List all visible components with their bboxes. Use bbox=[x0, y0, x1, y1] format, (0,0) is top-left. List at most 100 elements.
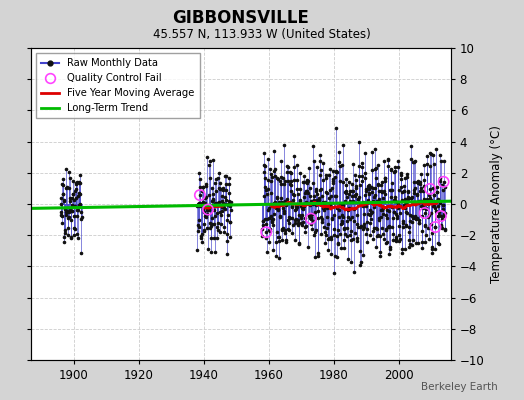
Point bbox=[66, 195, 74, 202]
Point bbox=[339, 214, 347, 220]
Point bbox=[426, 186, 434, 192]
Point bbox=[409, 190, 418, 196]
Point bbox=[390, 196, 399, 203]
Point bbox=[287, 170, 296, 176]
Point bbox=[212, 188, 221, 194]
Point bbox=[295, 212, 303, 219]
Point bbox=[365, 182, 373, 188]
Point bbox=[386, 246, 394, 252]
Point bbox=[274, 206, 282, 212]
Point bbox=[323, 205, 332, 211]
Point bbox=[296, 186, 304, 192]
Point bbox=[292, 204, 301, 210]
Point bbox=[341, 231, 349, 237]
Point bbox=[417, 198, 425, 204]
Point bbox=[307, 215, 315, 222]
Point bbox=[263, 248, 271, 255]
Point bbox=[335, 207, 343, 213]
Point bbox=[407, 143, 416, 150]
Point bbox=[350, 269, 358, 276]
Point bbox=[75, 180, 84, 186]
Point bbox=[280, 178, 289, 185]
Point bbox=[420, 196, 429, 203]
Point bbox=[307, 197, 315, 204]
Point bbox=[221, 206, 230, 212]
Point bbox=[303, 180, 312, 186]
Point bbox=[361, 170, 369, 176]
Point bbox=[315, 152, 324, 158]
Point bbox=[362, 231, 370, 238]
Point bbox=[209, 156, 217, 163]
Point bbox=[302, 198, 310, 205]
Point bbox=[281, 227, 289, 234]
Point bbox=[338, 162, 346, 168]
Point bbox=[294, 222, 302, 228]
Point bbox=[381, 212, 390, 219]
Point bbox=[278, 226, 287, 232]
Point bbox=[411, 185, 419, 192]
Point bbox=[410, 158, 419, 164]
Point bbox=[280, 208, 288, 214]
Point bbox=[67, 217, 75, 224]
Point bbox=[432, 189, 441, 195]
Point bbox=[76, 172, 84, 179]
Point bbox=[386, 244, 394, 250]
Point bbox=[401, 195, 409, 202]
Point bbox=[222, 173, 230, 179]
Point bbox=[302, 188, 311, 194]
Point bbox=[363, 239, 371, 245]
Point bbox=[351, 192, 359, 199]
Point bbox=[284, 216, 292, 223]
Point bbox=[394, 205, 402, 211]
Point bbox=[439, 187, 447, 193]
Point bbox=[260, 162, 268, 168]
Point bbox=[208, 214, 216, 221]
Point bbox=[376, 232, 385, 239]
Point bbox=[281, 198, 289, 204]
Point bbox=[332, 125, 341, 132]
Point bbox=[330, 270, 339, 276]
Point bbox=[395, 187, 403, 194]
Point bbox=[289, 190, 298, 197]
Point bbox=[216, 186, 224, 192]
Point bbox=[410, 179, 419, 185]
Point bbox=[268, 218, 276, 225]
Point bbox=[298, 212, 307, 218]
Point bbox=[344, 214, 353, 220]
Point bbox=[215, 170, 223, 177]
Point bbox=[304, 200, 312, 206]
Point bbox=[348, 198, 357, 205]
Point bbox=[336, 201, 344, 208]
Point bbox=[356, 224, 364, 230]
Point bbox=[298, 219, 307, 226]
Point bbox=[63, 231, 72, 238]
Point bbox=[73, 207, 81, 213]
Point bbox=[208, 198, 216, 204]
Point bbox=[61, 226, 69, 233]
Point bbox=[380, 178, 389, 184]
Point bbox=[289, 222, 297, 228]
Point bbox=[385, 224, 393, 230]
Point bbox=[293, 161, 301, 168]
Point bbox=[318, 216, 326, 222]
Point bbox=[329, 180, 337, 186]
Point bbox=[311, 229, 319, 235]
Point bbox=[361, 192, 369, 198]
Point bbox=[391, 168, 399, 174]
Point bbox=[432, 146, 441, 152]
Point bbox=[379, 235, 388, 242]
Point bbox=[297, 212, 305, 219]
Point bbox=[435, 212, 443, 218]
Point bbox=[276, 213, 285, 219]
Point bbox=[382, 227, 390, 234]
Point bbox=[321, 199, 329, 205]
Point bbox=[272, 239, 280, 245]
Point bbox=[219, 187, 227, 193]
Point bbox=[76, 201, 84, 208]
Point bbox=[358, 178, 366, 184]
Point bbox=[397, 189, 406, 196]
Point bbox=[286, 180, 294, 187]
Point bbox=[259, 150, 268, 157]
Point bbox=[288, 202, 296, 209]
Point bbox=[345, 188, 354, 194]
